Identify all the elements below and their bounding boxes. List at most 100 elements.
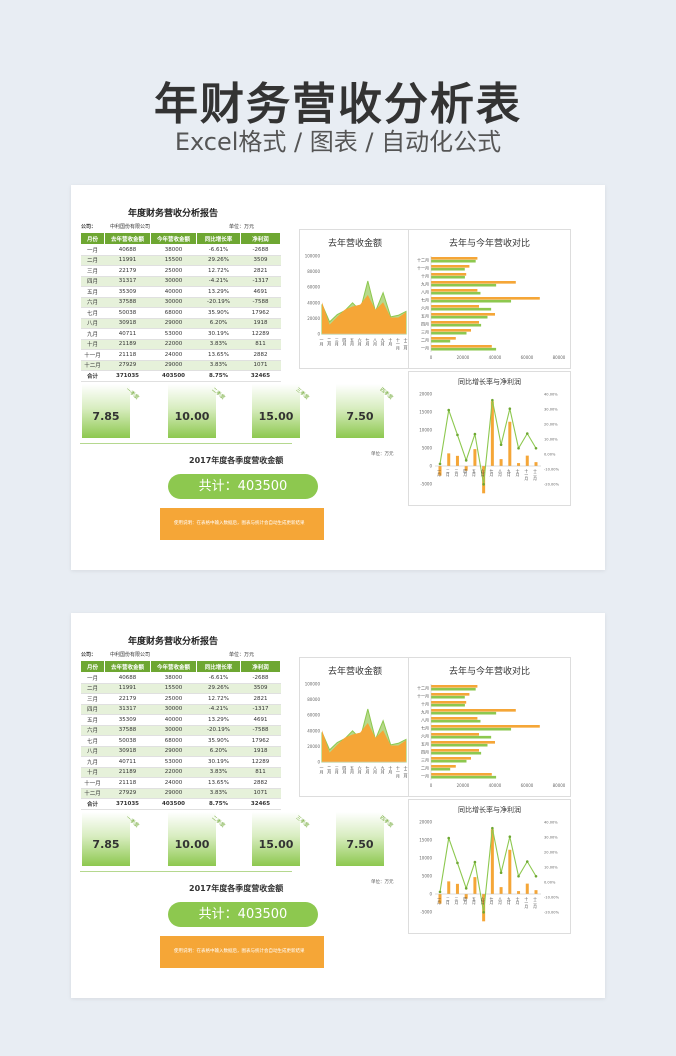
table-cell: 40000 — [150, 286, 197, 298]
table-cell: 一月 — [80, 672, 105, 684]
table-cell: 811 — [240, 767, 281, 778]
bar-this-year — [431, 265, 470, 268]
total-cell: 32465 — [240, 370, 281, 382]
bar-last-year — [431, 267, 465, 271]
table-cell: 27929 — [104, 788, 151, 799]
x-tick-label: 三月 — [454, 469, 460, 477]
x-tick-label: 20000 — [457, 783, 470, 788]
summary-unit: 单位：万元 — [371, 880, 394, 885]
growth-point — [464, 459, 468, 462]
x-tick-label: 十月 — [515, 468, 521, 477]
y-right-tick-label: 20.00% — [544, 851, 558, 855]
x-tick-label: 六月 — [358, 765, 363, 775]
growth-point — [447, 408, 451, 412]
y-tick-label: 十二月 — [417, 685, 429, 691]
x-tick-label: 十二月 — [404, 765, 409, 779]
y-left-tick-label: 0 — [429, 892, 432, 897]
table-cell: 13.29% — [196, 286, 241, 298]
bar-this-year — [431, 693, 470, 696]
y-left-tick-label: -5000 — [420, 482, 432, 487]
y-tick-label: 三月 — [421, 758, 429, 763]
quarter-label: 三季度 — [294, 814, 310, 830]
x-tick-label: 一月 — [436, 897, 442, 905]
table-cell: 40000 — [150, 714, 197, 726]
bar-this-year — [431, 685, 478, 688]
chart-title: 去年营收金额 — [327, 667, 382, 677]
bar-this-year — [431, 709, 516, 712]
table-cell: 40688 — [104, 672, 151, 684]
total-cell: 371035 — [104, 798, 151, 810]
y-tick-label: 20000 — [307, 744, 320, 749]
x-tick-label: 20000 — [457, 355, 470, 360]
y-right-tick-label: 40.00% — [544, 821, 558, 825]
growth-point — [482, 482, 485, 486]
profit-bar — [517, 463, 521, 466]
bar-last-year — [431, 323, 482, 327]
table-cell: 37588 — [104, 725, 151, 736]
area-series-last-year — [322, 294, 406, 334]
table-cell: 24000 — [150, 777, 197, 789]
column-header: 同比增长率 — [196, 232, 241, 245]
x-tick-label: 十月 — [388, 765, 393, 775]
x-tick-label: 六月 — [358, 337, 363, 347]
profit-bar — [438, 894, 442, 904]
y-tick-label: 十一月 — [417, 693, 429, 699]
table-row: 十一月 21118 24000 13.65% 2882 — [80, 777, 281, 789]
y-tick-label: 八月 — [421, 718, 429, 723]
company-line: 公司： 中利国份有限公司 — [81, 651, 150, 658]
x-tick-label: 40000 — [489, 355, 502, 360]
table-cell: 九月 — [80, 756, 105, 768]
growth-point — [534, 446, 538, 450]
bar-this-year — [431, 701, 467, 704]
quarter-value: 7.50 — [346, 410, 374, 423]
x-tick-label: 一月 — [320, 338, 325, 347]
table-cell: 35.90% — [196, 307, 241, 319]
growth-point — [491, 826, 494, 830]
bar-this-year — [431, 257, 478, 260]
y-right-tick-label: -20.00% — [544, 483, 560, 487]
y-right-tick-label: 10.00% — [544, 438, 558, 442]
table-row: 十月 21189 22000 3.83% 811 — [80, 339, 281, 350]
growth-line — [439, 400, 537, 485]
quarter-card: 一季度 7.85 — [82, 812, 140, 866]
quarter-value: 15.00 — [258, 838, 294, 851]
table-cell: 40688 — [104, 244, 151, 256]
bar-last-year — [431, 727, 512, 731]
table-cell: 21118 — [104, 349, 151, 361]
table-row: 七月 50038 68000 35.90% 17962 — [80, 307, 281, 319]
table-cell: 22000 — [150, 767, 197, 778]
company-label: 公司： — [81, 224, 97, 230]
growth-point — [508, 835, 512, 839]
compare-chart-panel: 去年与今年营收对比 0 20000 40000 60000 80000 十二月 十一月 十月 九月… — [408, 229, 571, 369]
x-tick-label: 十二月 — [532, 468, 538, 481]
table-cell: 29.26% — [196, 255, 241, 266]
table-row: 二月 11991 15500 29.26% 3509 — [80, 255, 281, 266]
growth-point — [473, 860, 477, 864]
y-tick-label: 八月 — [421, 290, 429, 295]
x-tick-label: 九月 — [381, 337, 386, 347]
x-tick-label: 八月 — [497, 897, 503, 905]
quarter-card: 四季度 7.50 — [336, 812, 394, 866]
table-cell: 24000 — [150, 349, 197, 361]
total-pill: 共计：403500 — [168, 474, 318, 499]
table-cell: 21118 — [104, 777, 151, 789]
company-label: 公司： — [81, 652, 97, 658]
table-row: 十一月 21118 24000 13.65% 2882 — [80, 349, 281, 361]
growth-point — [517, 446, 520, 450]
area-series-last-year — [322, 722, 406, 762]
compare-bar-chart: 0 20000 40000 60000 80000 十二月十一月十月九月八月七月六月五月四… — [417, 256, 566, 360]
table-cell: 1918 — [240, 318, 281, 329]
table-cell: 40711 — [104, 756, 151, 768]
y-tick-label: 六月 — [421, 733, 429, 739]
y-tick-label: 100000 — [305, 682, 321, 687]
growth-point — [517, 874, 520, 878]
bar-this-year — [431, 717, 478, 720]
growth-point — [525, 432, 529, 435]
table-cell: -6.61% — [196, 244, 241, 256]
y-tick-label: 60000 — [307, 285, 320, 290]
bar-last-year — [431, 687, 476, 691]
x-tick-label: 五月 — [350, 338, 355, 347]
report-title: 年度财务营收分析报告 — [128, 209, 219, 219]
table-cell: -6.61% — [196, 672, 241, 684]
table-cell: 11991 — [104, 255, 151, 266]
